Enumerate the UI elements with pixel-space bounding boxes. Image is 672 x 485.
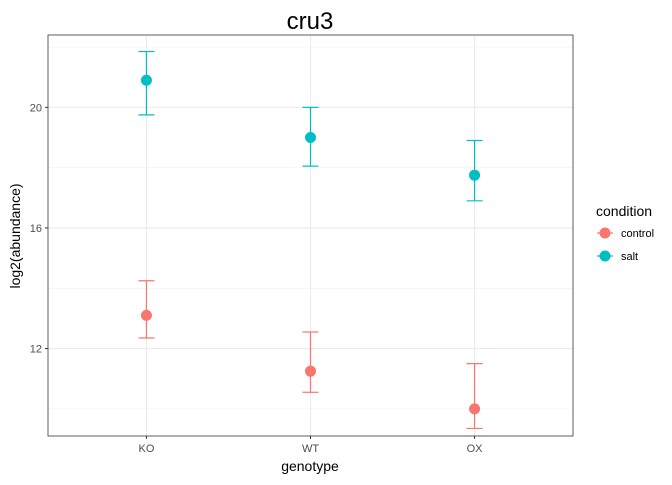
legend-key-point [599, 250, 611, 262]
legend-item-control: control [597, 227, 654, 240]
legend-label: control [621, 228, 654, 240]
x-axis-label: genotype [281, 458, 339, 474]
data-point [305, 132, 316, 144]
data-point [140, 309, 152, 321]
x-tick-label: WT [302, 443, 319, 455]
legend-item-salt: salt [597, 250, 638, 263]
data-point [469, 403, 481, 415]
data-point [140, 74, 152, 86]
legend-title: condition [596, 203, 652, 219]
y-axis-label: log2(abundance) [7, 183, 23, 288]
y-tick-label: 12 [30, 344, 42, 356]
x-tick-label: OX [467, 443, 484, 455]
chart-title: cru3 [287, 8, 334, 35]
x-tick-label: KO [138, 443, 154, 455]
y-tick-label: 16 [30, 223, 42, 235]
data-marks [138, 50, 483, 430]
data-point [469, 169, 481, 181]
y-axis: 12 16 20 [30, 102, 48, 356]
legend: condition control salt [596, 203, 654, 263]
legend-label: salt [621, 251, 638, 263]
y-tick-label: 20 [30, 102, 42, 114]
legend-key-point [599, 227, 611, 239]
x-axis: KO WT OX [138, 436, 483, 455]
data-point [305, 365, 316, 377]
